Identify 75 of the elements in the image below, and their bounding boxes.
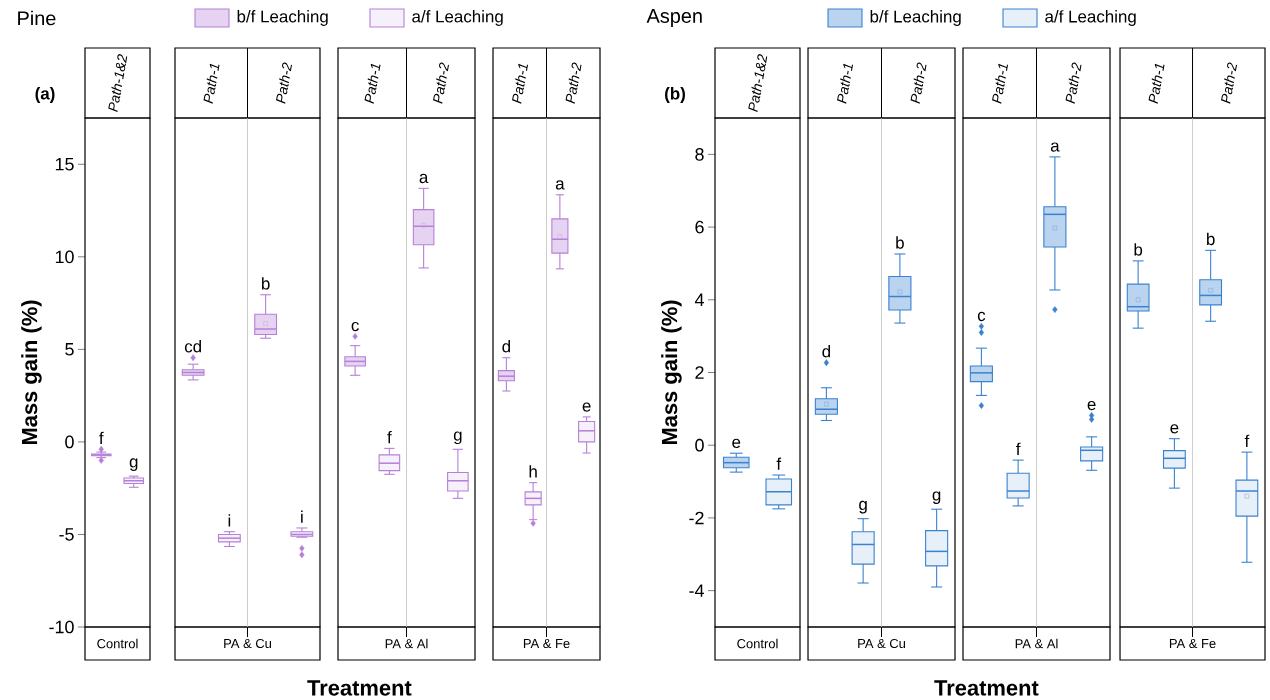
legend-label: a/f Leaching	[1045, 10, 1136, 26]
x-axis-title: PA & Al	[385, 638, 428, 649]
x-tick-label: Path-2	[276, 62, 292, 104]
x-tick-label: Path-1&2	[748, 54, 768, 113]
text: b	[262, 277, 270, 290]
y-tick-label: 15	[55, 158, 74, 171]
text: d	[502, 340, 510, 353]
text: cd	[184, 340, 201, 353]
text: a	[1050, 142, 1060, 152]
x-tick-label: Path-1	[203, 63, 220, 104]
text: i	[228, 514, 231, 527]
x-tick-label: Path-2	[1065, 62, 1082, 104]
text: f	[1244, 434, 1250, 447]
text: e	[582, 402, 591, 412]
x-tick-label: Path-1	[364, 63, 381, 104]
x-tick-label: Path-1	[512, 63, 528, 104]
y-tick-label: 6	[695, 220, 704, 234]
text: d	[822, 345, 830, 358]
y-tick-label: 2	[695, 366, 704, 379]
text: e	[1170, 424, 1179, 434]
y-tick-label: 0	[65, 435, 74, 449]
x-axis-title: PA & Fe	[523, 638, 570, 649]
text: g	[859, 500, 867, 514]
x-tick-label: Path-2	[910, 62, 927, 104]
text: Treatment	[307, 680, 412, 696]
text: c	[977, 311, 986, 322]
x-tick-label: Path-2	[433, 62, 449, 104]
chart-title: Aspen	[646, 9, 702, 27]
text: c	[351, 321, 359, 332]
text: f	[1016, 442, 1021, 455]
x-tick-label: Path-1&2	[108, 54, 128, 113]
y-axis-title: Mass gain (%)	[661, 300, 682, 445]
text: f	[387, 430, 392, 444]
legend-label: b/f Leaching	[870, 10, 961, 26]
x-axis-title: PA & Cu	[224, 638, 271, 649]
y-tick-label: 8	[695, 148, 704, 161]
text: e	[732, 438, 741, 449]
legend-label: b/f Leaching	[237, 10, 328, 26]
x-tick-label: Path-2	[1221, 62, 1237, 104]
x-axis-title: PA & Cu	[858, 638, 905, 649]
text: i	[301, 510, 303, 523]
y-tick-label: -2	[689, 511, 704, 525]
x-axis-title: Control	[97, 638, 138, 649]
x-tick-label: Path-2	[565, 62, 582, 104]
x-tick-label: Path-1	[992, 63, 1008, 104]
y-tick-label: -5	[59, 528, 74, 541]
text: b	[896, 236, 904, 249]
chart-title: Pine	[18, 10, 56, 26]
text: a	[419, 173, 429, 184]
text: f	[776, 457, 782, 470]
y-tick-label: 0	[695, 438, 704, 452]
y-tick-label: 10	[55, 250, 74, 264]
legend-label: a/f Leaching	[412, 10, 503, 26]
y-tick-label: 4	[694, 293, 704, 306]
text: Treatment	[934, 680, 1039, 696]
y-axis-title: Mass gain (%)	[21, 300, 42, 445]
x-axis-title: PA & Al	[1015, 638, 1058, 649]
y-tick-label: -4	[689, 584, 704, 597]
text: e	[1087, 400, 1096, 411]
x-axis-title: PA & Fe	[1169, 638, 1216, 649]
text: (a)	[35, 87, 55, 103]
text: a	[555, 180, 565, 190]
text: b	[1207, 232, 1215, 246]
y-tick-label: -10	[49, 620, 74, 634]
text: g	[129, 458, 138, 471]
x-tick-label: Path-1	[1148, 63, 1165, 104]
text: f	[99, 431, 104, 445]
x-tick-label: Path-1	[837, 63, 853, 104]
x-axis-title: Control	[737, 638, 778, 649]
text: (b)	[665, 87, 685, 103]
text: g	[453, 431, 462, 445]
text: b	[1134, 243, 1143, 256]
y-tick-label: 5	[65, 343, 74, 356]
text: h	[529, 465, 537, 478]
text: g	[932, 491, 941, 504]
